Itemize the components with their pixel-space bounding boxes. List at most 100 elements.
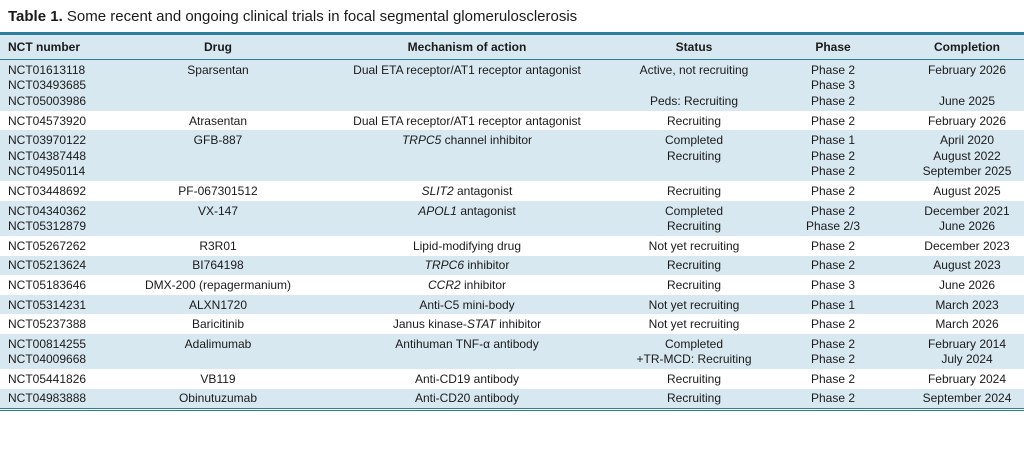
table-row: NCT05314231 ALXN1720 Anti-C5 mini-body Not …: [0, 297, 1024, 313]
completion-cell: August 2025: [933, 183, 1001, 198]
nct-cell: NCT03448692: [8, 183, 87, 198]
table-title: Table 1. Some recent and ongoing clinica…: [8, 8, 577, 25]
mechanism-cell: Janus kinase-STAT inhibitor: [393, 317, 541, 331]
nct-cell: NCT04340362: [8, 203, 87, 218]
completion-cell: June 2026: [938, 277, 996, 292]
table-row: NCT05237388 Baricitinib Janus kinase-STAT …: [0, 316, 1024, 332]
completion-cell: August 2022: [933, 148, 1001, 163]
phase-cell: Phase 2: [810, 238, 856, 253]
completion-cell: June 2026: [938, 219, 996, 234]
phase-cell: Phase 1: [810, 133, 856, 148]
completion-cell: March 2026: [935, 317, 999, 332]
completion-cell: December 2023: [924, 238, 1010, 253]
mechanism-text: Anti-CD20 antibody: [414, 391, 520, 406]
phase-cell: Phase 2: [810, 317, 856, 332]
nct-cell: NCT05267262: [8, 238, 87, 253]
row-group: NCT04983888 Obinutuzumab Anti-CD20 antibod…: [0, 388, 1024, 409]
mechanism-text: Janus kinase-: [392, 317, 467, 332]
table-caption: Some recent and ongoing clinical trials …: [66, 8, 578, 25]
mechanism-text: inhibitor: [463, 258, 510, 273]
completion-cell: February 2026: [927, 62, 1007, 77]
row-group: NCT05314231 ALXN1720 Anti-C5 mini-body Not …: [0, 294, 1024, 315]
mechanism-cell: TRPC6 inhibitor: [425, 258, 510, 272]
column-header: Phase: [815, 40, 851, 54]
mechanism-cell: APOL1 antagonist: [418, 204, 515, 218]
completion-cell: February 2014: [927, 336, 1007, 351]
table-row: NCT05441826 VB119 Anti-CD19 antibody Recrui…: [0, 371, 1024, 387]
column-header: Completion: [934, 40, 1000, 54]
status-cell: Peds: Recruiting: [649, 93, 739, 108]
row-group: NCT05183646 DMX-200 (repagermanium) CCR2 i…: [0, 275, 1024, 295]
row-group: NCT04573920 Atrasentan Dual ETA receptor/A…: [0, 111, 1024, 131]
nct-cell: NCT05003986: [8, 93, 87, 108]
mechanism-cell: Anti-C5 mini-body: [419, 298, 514, 312]
table-row: NCT04009668 +TR-MCD: Recruiting Phase 2 Jul…: [0, 352, 1024, 368]
mechanism-cell: Dual ETA receptor/AT1 receptor antagonis…: [353, 114, 581, 128]
drug-cell: Obinutuzumab: [178, 391, 258, 406]
nct-cell: NCT01613118: [8, 62, 86, 77]
table-label: Table 1.: [8, 8, 63, 25]
mechanism-text: Anti-CD19 antibody: [414, 371, 520, 386]
nct-cell: NCT00814255: [8, 336, 87, 351]
phase-cell: Phase 1: [810, 297, 856, 312]
phase-cell: Phase 2/3: [805, 219, 861, 234]
mechanism-text: CCR2: [427, 277, 461, 292]
nct-cell: NCT05183646: [8, 277, 87, 292]
drug-cell: DMX-200 (repagermanium): [144, 277, 292, 292]
completion-cell: March 2023: [935, 297, 999, 312]
mechanism-cell: TRPC5 channel inhibitor: [402, 133, 532, 147]
phase-cell: Phase 3: [810, 277, 856, 292]
drug-cell: Adalimumab: [184, 336, 252, 351]
table-row: NCT04340362 VX-147 APOL1 antagonist Complet…: [0, 203, 1024, 219]
status-cell: Recruiting: [666, 391, 722, 406]
drug-cell: BI764198: [192, 258, 244, 273]
row-group: NCT03970122 GFB-887 TRPC5 channel inhibito…: [0, 130, 1024, 182]
status-cell: Recruiting: [666, 148, 722, 163]
completion-cell: June 2025: [938, 93, 996, 108]
phase-cell: Phase 2: [810, 258, 856, 273]
mechanism-cell: Anti-CD19 antibody: [415, 372, 519, 386]
nct-cell: NCT04573920: [8, 113, 87, 128]
completion-cell: April 2020: [939, 133, 995, 148]
mechanism-cell: Antihuman TNF-α antibody: [395, 337, 538, 351]
drug-cell: PF-067301512: [178, 183, 258, 198]
table-row: NCT04983888 Obinutuzumab Anti-CD20 antibod…: [0, 391, 1024, 407]
row-group: NCT04340362 VX-147 APOL1 antagonist Complet…: [0, 200, 1024, 236]
mechanism-text: Antihuman TNF-α antibody: [395, 336, 539, 351]
completion-cell: September 2025: [922, 164, 1012, 179]
status-cell: Recruiting: [666, 113, 722, 128]
column-header: Drug: [204, 40, 232, 54]
status-cell: +TR-MCD: Recruiting: [636, 352, 752, 367]
nct-cell: NCT04009668: [8, 352, 87, 367]
phase-cell: Phase 2: [810, 336, 856, 351]
status-cell: Recruiting: [666, 277, 722, 292]
mechanism-text: TRPC5: [401, 133, 442, 148]
phase-cell: Phase 2: [810, 391, 856, 406]
table: NCT number Drug Mechanism of action Status P…: [0, 32, 1024, 412]
row-group: NCT05267262 R3R01 Lipid-modifying drug Not …: [0, 236, 1024, 256]
nct-cell: NCT05213624: [8, 258, 87, 273]
row-group: NCT01613118 Sparsentan Dual ETA receptor/A…: [0, 60, 1024, 111]
phase-cell: Phase 2: [810, 183, 856, 198]
mechanism-text: Dual ETA receptor/AT1 receptor antagonis…: [353, 62, 581, 77]
nct-cell: NCT05441826: [8, 371, 87, 386]
phase-cell: Phase 2: [810, 352, 856, 367]
completion-cell: February 2024: [927, 371, 1007, 386]
column-header: Status: [675, 40, 713, 54]
table-row: NCT00814255 Adalimumab Antihuman TNF-α ant…: [0, 336, 1024, 352]
nct-cell: NCT05314231: [8, 297, 87, 312]
status-cell: Recruiting: [666, 183, 722, 198]
mechanism-text: APOL1: [418, 203, 457, 218]
phase-cell: Phase 2: [810, 148, 856, 163]
drug-cell: GFB-887: [193, 133, 243, 148]
drug-cell: ALXN1720: [188, 297, 248, 312]
table-row: NCT04387448 Recruiting Phase 2 August 2022: [0, 148, 1024, 164]
row-group: NCT03448692 PF-067301512 SLIT2 antagonist R…: [0, 181, 1024, 201]
phase-cell: Phase 2: [810, 164, 856, 179]
mechanism-text: Dual ETA receptor/AT1 receptor antagonis…: [353, 113, 581, 128]
table-row: NCT04950114 Phase 2 September 2025: [0, 164, 1024, 180]
table-row: NCT05213624 BI764198 TRPC6 inhibitor Recrui…: [0, 258, 1024, 274]
table-row: NCT03493685 Phase 3: [0, 78, 1024, 94]
table-row: NCT03970122 GFB-887 TRPC5 channel inhibito…: [0, 132, 1024, 148]
status-cell: Active, not recruiting: [639, 62, 749, 77]
